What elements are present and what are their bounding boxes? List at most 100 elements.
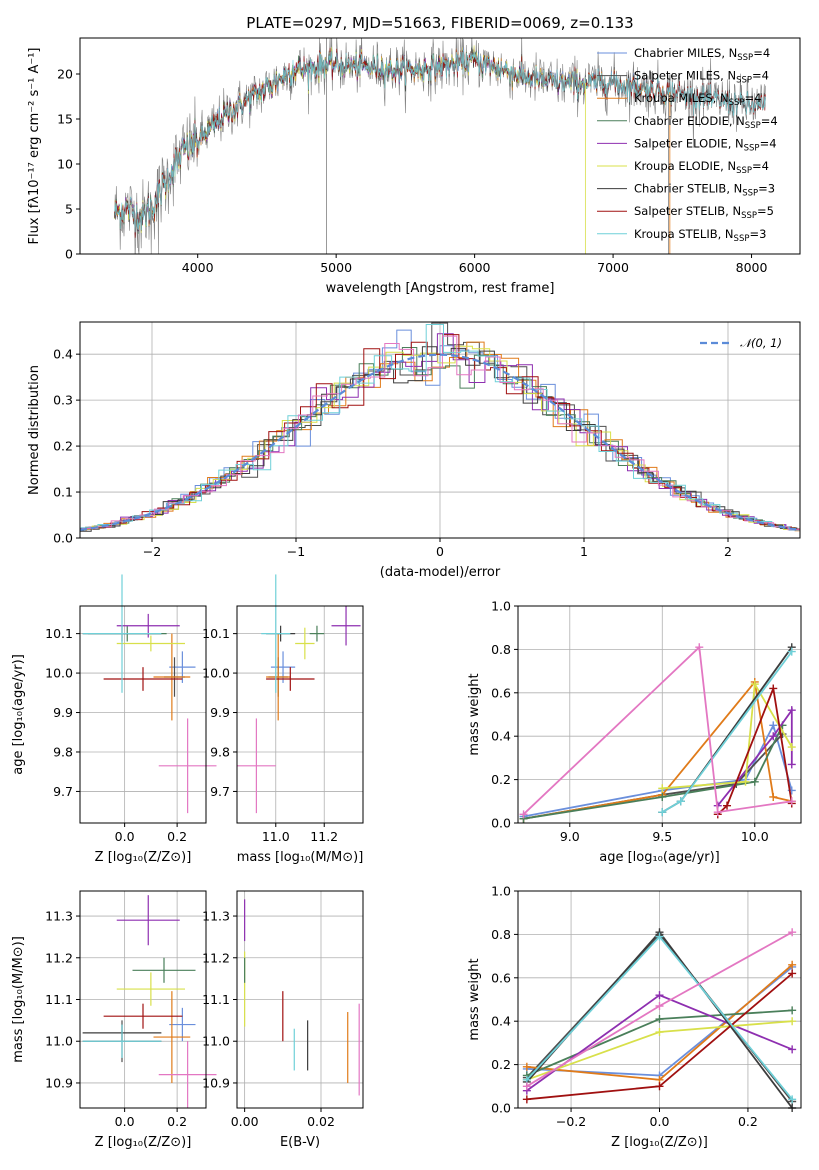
- errorbar-point-salpeter-elodie: [116, 895, 180, 946]
- weight-marker: [788, 1017, 797, 1026]
- weight-marker: [658, 784, 667, 793]
- legend-n-prefix: , N: [725, 204, 741, 218]
- weight-marker: [787, 760, 796, 769]
- age-vs-metallicity-panel: 0.0 0.2 9.7 9.8 9.9 10.0 10.1 Z [log₁₀(Z/Z⊙)] ag…: [11, 574, 217, 865]
- legend-entry: Chabrier MILES, NSSP=4: [634, 46, 770, 63]
- legend-n-prefix: , N: [726, 182, 742, 196]
- x-tick-label: 0.2: [738, 1114, 758, 1129]
- legend-series-name: Kroupa STELIB: [634, 227, 718, 241]
- y-tick-label: 9.8: [53, 744, 73, 759]
- y-tick-label: 11.1: [45, 992, 73, 1007]
- weight-marker: [787, 706, 796, 715]
- legend-ssp-subscript: SSP: [741, 211, 757, 221]
- weight-marker: [522, 1095, 531, 1104]
- legend-series-name: Kroupa MILES: [634, 91, 713, 105]
- legend-series-name: Salpeter ELODIE: [634, 136, 728, 150]
- weight-series-salpeter-stelib: [522, 969, 797, 1104]
- weight-series-kroupa-stelib: [658, 647, 796, 817]
- weight-series-extra: [519, 643, 796, 819]
- y-tick-label: 5: [65, 202, 73, 217]
- y-tick-label: 0.8: [491, 927, 511, 942]
- x-tick-label: 0.2: [167, 1114, 187, 1129]
- y-axis-label: mass weight: [467, 673, 482, 755]
- errorbar-point-kroupa-elodie: [116, 972, 185, 1006]
- weight-marker: [741, 777, 750, 786]
- axes-frame: [79, 605, 207, 824]
- model-line-kroupa-stelib: [114, 50, 766, 233]
- x-tick-label: 0.0: [115, 1114, 135, 1129]
- spectrum-title: PLATE=0297, MJD=51663, FIBERID=0069, z=0…: [246, 14, 633, 32]
- legend-series-name: Salpeter STELIB: [634, 204, 725, 218]
- y-tick-label: 1.0: [491, 884, 511, 899]
- weight-marker: [713, 808, 722, 817]
- y-tick-label: 20: [57, 67, 73, 82]
- errorbar-point-kroupa-elodie: [116, 635, 185, 652]
- weight-marker: [519, 810, 528, 819]
- y-tick-label: 1.0: [491, 599, 511, 614]
- y-axis-label: mass weight: [467, 958, 482, 1040]
- legend-entry: Salpeter MILES, NSSP=4: [634, 69, 769, 86]
- weight-line: [717, 685, 793, 815]
- weight-vs-metallicity-panel: −0.2 0.0 0.2 0.0 0.2 0.4 0.6 0.8 1.0 Z [log₁₀(Z/Z…: [467, 884, 802, 1150]
- legend-n-prefix: , N: [728, 136, 744, 150]
- errorbar-point-kroupa-stelib: [261, 574, 291, 693]
- weight-marker: [788, 1095, 797, 1104]
- legend-n-value: =3: [749, 227, 766, 241]
- y-tick-label: 10: [57, 157, 73, 172]
- x-axis-label: E(B-V): [280, 1135, 320, 1150]
- legend-ssp-subscript: SSP: [744, 143, 760, 153]
- errorbar-point-chabrier-miles: [270, 651, 296, 683]
- legend-entry: Kroupa STELIB, NSSP=3: [634, 227, 766, 244]
- normal-distribution-curve: [80, 353, 800, 531]
- y-tick-label: 0.2: [491, 772, 511, 787]
- histogram-kroupa-stelib: [80, 324, 800, 531]
- errorbar-point-chabrier-elodie: [309, 625, 325, 642]
- weight-line: [522, 645, 792, 815]
- x-tick-label: 4000: [182, 260, 214, 275]
- legend-entry: Chabrier ELODIE, NSSP=4: [634, 114, 778, 131]
- legend-n-value: =4: [760, 136, 777, 150]
- spectrum-lines: [114, 38, 766, 254]
- weight-marker: [658, 792, 667, 801]
- legend-ssp-subscript: SSP: [745, 121, 761, 131]
- y-tick-label: 0.4: [491, 729, 511, 744]
- errorbar-point-kroupa-elodie: [295, 627, 315, 660]
- weight-series-kroupa-stelib: [522, 932, 797, 1104]
- y-tick-label: 0.0: [491, 1101, 511, 1116]
- x-axis-label: Z [log₁₀(Z/Z⊙)]: [95, 850, 192, 865]
- y-tick-label: 0.6: [491, 685, 511, 700]
- legend-entry: 𝒩(0, 1): [740, 336, 782, 350]
- legend-n-value: =5: [757, 204, 774, 218]
- weight-marker: [788, 969, 797, 978]
- spectrum-panel: 4000 5000 6000 7000 8000 0 5 10 15 20 wavelength […: [27, 37, 801, 296]
- x-tick-label: 11.0: [262, 829, 290, 844]
- legend-ssp-subscript: SSP: [734, 234, 750, 244]
- y-tick-label: 10.9: [202, 1075, 230, 1090]
- legend-ssp-subscript: SSP: [736, 76, 752, 86]
- y-tick-label: 10.9: [45, 1075, 73, 1090]
- errorbar-point-salpeter-elodie: [331, 606, 361, 646]
- legend-series-name: Salpeter MILES: [634, 69, 720, 83]
- y-tick-label: 11.2: [45, 950, 73, 965]
- age-vs-mass-panel: 11.0 11.2 9.7 9.8 9.9 10.0 10.1 mass [log₁₀(M/M…: [202, 574, 364, 865]
- legend-n-prefix: , N: [720, 159, 736, 173]
- legend-ssp-subscript: SSP: [729, 98, 745, 108]
- legend-n-value: =4: [753, 46, 770, 60]
- weight-marker: [655, 932, 664, 941]
- mass-vs-ebv-panel: 0.00 0.02 10.9 11.0 11.1 11.2 11.3 E(B-V): [202, 890, 364, 1150]
- y-tick-label: 0.2: [491, 1057, 511, 1072]
- weight-marker: [750, 777, 759, 786]
- errorbar-point-kroupa-miles: [266, 633, 291, 721]
- x-axis-label: wavelength [Angstrom, rest frame]: [326, 281, 555, 296]
- legend-entry: Kroupa MILES, NSSP=4: [634, 91, 761, 108]
- weight-vs-age-panel: 9.0 9.5 10.0 0.0 0.2 0.4 0.6 0.8 1.0 age [log₁₀(a…: [467, 599, 802, 865]
- legend-n-value: =4: [752, 159, 769, 173]
- legend-series-name: Kroupa ELODIE: [634, 159, 720, 173]
- x-tick-label: 0: [436, 544, 444, 559]
- x-axis-label: age [log₁₀(age/yr)]: [599, 850, 720, 865]
- errorbar-point-kroupa-miles: [153, 633, 191, 721]
- errorbar-point-extra: [158, 1041, 217, 1108]
- y-tick-label: 9.7: [53, 784, 73, 799]
- weight-series-kroupa-miles: [522, 960, 797, 1084]
